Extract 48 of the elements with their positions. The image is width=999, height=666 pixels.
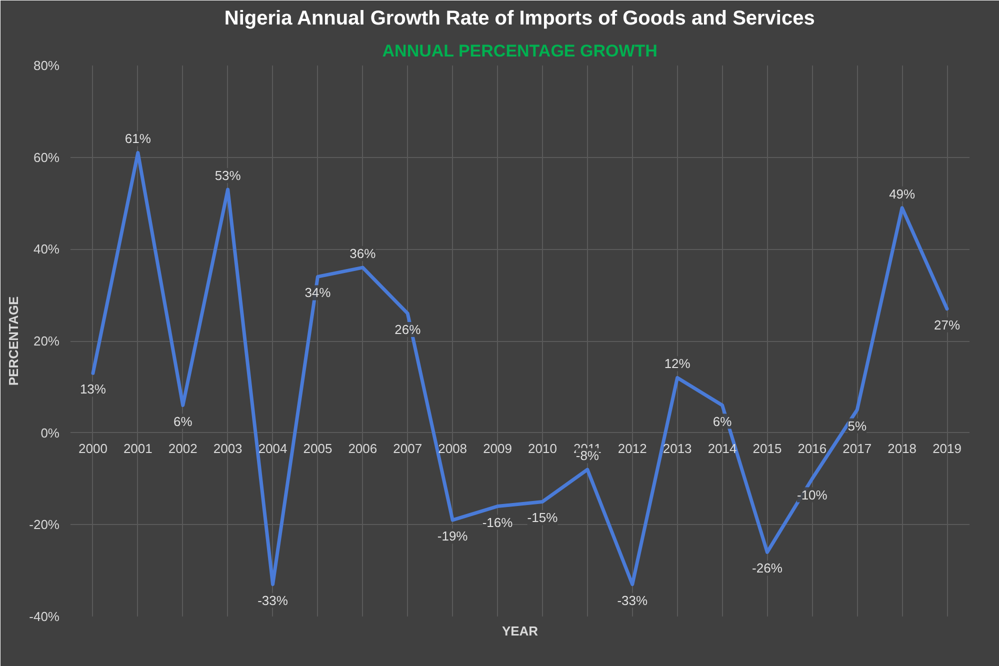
data-label: -33% <box>258 592 288 608</box>
data-label: 61% <box>124 131 152 146</box>
x-tick-label: 2005 <box>303 440 332 456</box>
data-label: -15% <box>527 510 558 526</box>
y-tick-label: -20% <box>29 517 60 532</box>
y-axis-title: PERCENTAGE <box>6 296 22 386</box>
x-tick-label: 2019 <box>932 440 962 456</box>
y-tick-label: 60% <box>33 150 60 165</box>
data-label: 27% <box>934 317 960 332</box>
x-tick-label: 2004 <box>258 440 288 456</box>
x-tick-label: 2000 <box>78 440 108 456</box>
data-label: 36% <box>350 246 376 262</box>
x-tick-label: 2009 <box>483 440 512 456</box>
data-label: 5% <box>848 418 867 434</box>
x-tick-label: 2010 <box>528 440 557 456</box>
data-label: 34% <box>304 285 332 300</box>
data-label: -33% <box>617 592 648 608</box>
x-tick-label: 2001 <box>123 440 152 456</box>
y-tick-label: -40% <box>29 609 60 624</box>
x-tick-label: 2012 <box>618 440 647 456</box>
x-tick-label: 2008 <box>438 440 468 456</box>
data-label: 53% <box>214 168 242 183</box>
y-tick-label: 40% <box>33 242 60 257</box>
data-label: 12% <box>664 356 691 372</box>
y-tick-label: 0% <box>40 425 60 440</box>
chart-subtitle: ANNUAL PERCENTAGE GROWTH <box>382 42 658 60</box>
y-tick-label: 80% <box>33 58 60 73</box>
data-label: -16% <box>482 514 514 530</box>
x-tick-label: 2003 <box>213 440 242 456</box>
data-label: 26% <box>394 322 422 337</box>
data-label: 49% <box>889 186 916 202</box>
data-label: 6% <box>712 414 732 429</box>
y-tick-label: 20% <box>33 334 60 348</box>
chart-title: Nigeria Annual Growth Rate of Imports of Goods and Services <box>224 8 815 30</box>
x-tick-label: 2006 <box>348 440 378 456</box>
x-tick-label: 2002 <box>168 440 198 456</box>
x-tick-label: 2007 <box>393 440 422 456</box>
data-label: -26% <box>752 560 783 576</box>
x-tick-label: 2015 <box>752 440 782 456</box>
x-tick-label: 2013 <box>662 440 692 456</box>
data-label: 6% <box>173 414 193 429</box>
x-tick-label: 2017 <box>842 440 872 456</box>
x-tick-label: 2016 <box>798 440 827 456</box>
data-label: -19% <box>437 528 468 544</box>
data-label: 13% <box>80 382 106 397</box>
x-axis-title: YEAR <box>502 624 539 638</box>
data-label: -10% <box>797 487 828 502</box>
x-tick-label: 2018 <box>888 440 917 456</box>
